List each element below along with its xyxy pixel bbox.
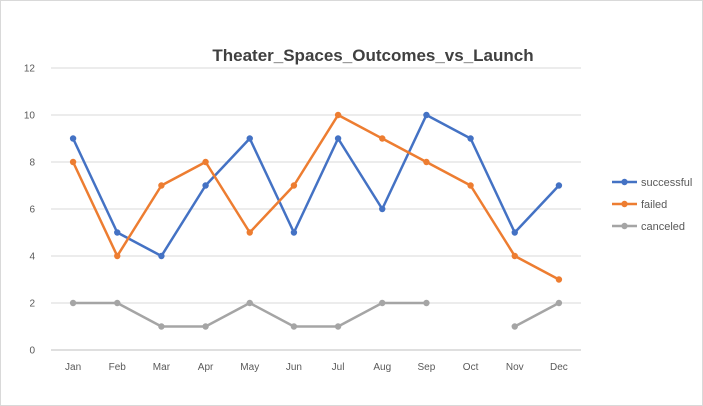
data-point-failed	[423, 158, 430, 166]
y-tick-label: 2	[29, 299, 35, 310]
legend: successful failed canceled	[612, 177, 692, 233]
series-line-canceled	[71, 301, 428, 328]
data-point-successful	[555, 182, 563, 189]
data-point-successful	[290, 229, 298, 236]
data-point-failed	[246, 229, 253, 236]
x-tick-label: Feb	[109, 362, 127, 373]
x-tick-label: Jul	[332, 362, 345, 373]
data-point-canceled	[290, 323, 298, 330]
data-point-canceled	[555, 299, 563, 307]
x-tick-label: Sep	[418, 362, 436, 373]
legend-label-canceled: canceled	[641, 221, 685, 233]
data-point-canceled	[511, 323, 518, 330]
data-point-canceled	[158, 323, 165, 330]
series-line-successful	[71, 113, 561, 258]
y-tick-label: 0	[29, 346, 35, 357]
data-point-failed	[334, 111, 342, 119]
data-point-canceled	[423, 299, 430, 307]
data-point-successful	[202, 182, 209, 189]
data-point-failed	[69, 158, 77, 166]
data-point-canceled	[246, 299, 253, 307]
x-tick-label: Jun	[286, 362, 302, 373]
data-point-successful	[379, 205, 386, 213]
x-tick-label: Mar	[153, 362, 171, 373]
data-point-canceled	[114, 299, 121, 307]
data-point-failed	[467, 182, 474, 189]
x-tick-label: May	[240, 362, 259, 373]
series-line-canceled	[513, 301, 561, 328]
legend-marker-successful	[621, 178, 628, 186]
data-point-canceled	[379, 299, 386, 307]
x-tick-label: Oct	[463, 362, 479, 373]
data-point-failed	[511, 252, 518, 260]
y-tick-label: 4	[29, 252, 35, 263]
data-point-successful	[69, 135, 77, 142]
y-tick-label: 10	[24, 111, 36, 122]
data-point-canceled	[202, 323, 209, 330]
x-tick-label: Jan	[65, 362, 81, 373]
data-point-canceled	[334, 323, 342, 330]
data-point-canceled	[69, 299, 77, 307]
data-point-failed	[158, 182, 165, 189]
axes: 0 2 4 6 8 10 12 Jan Feb Mar Apr May Jun Jul Aug Sep Oct N…	[24, 64, 581, 373]
data-point-failed	[555, 276, 563, 283]
x-tick-label: Aug	[373, 362, 391, 373]
data-point-failed	[290, 182, 298, 189]
x-tick-label: Dec	[550, 362, 568, 373]
data-point-successful	[158, 252, 165, 260]
series-lines	[69, 111, 563, 330]
data-point-successful	[334, 135, 342, 142]
x-tick-label: Apr	[198, 362, 214, 373]
data-point-failed	[379, 135, 386, 142]
y-tick-label: 8	[29, 158, 35, 169]
data-point-successful	[511, 229, 518, 236]
data-point-failed	[202, 158, 209, 166]
chart-title: Theater_Spaces_Outcomes_vs_Launch	[212, 46, 533, 65]
series-line-failed	[71, 113, 561, 281]
legend-marker-canceled	[621, 222, 628, 230]
x-tick-label: Nov	[506, 362, 524, 373]
data-point-successful	[246, 135, 253, 142]
data-point-failed	[114, 252, 121, 260]
legend-label-failed: failed	[641, 199, 667, 211]
gridlines	[51, 67, 581, 304]
data-point-successful	[467, 135, 474, 142]
legend-label-successful: successful	[641, 177, 692, 189]
data-point-successful	[114, 229, 121, 236]
y-tick-label: 6	[29, 205, 35, 216]
legend-marker-failed	[621, 200, 628, 208]
y-tick-label: 12	[24, 64, 36, 75]
data-point-successful	[423, 111, 430, 119]
